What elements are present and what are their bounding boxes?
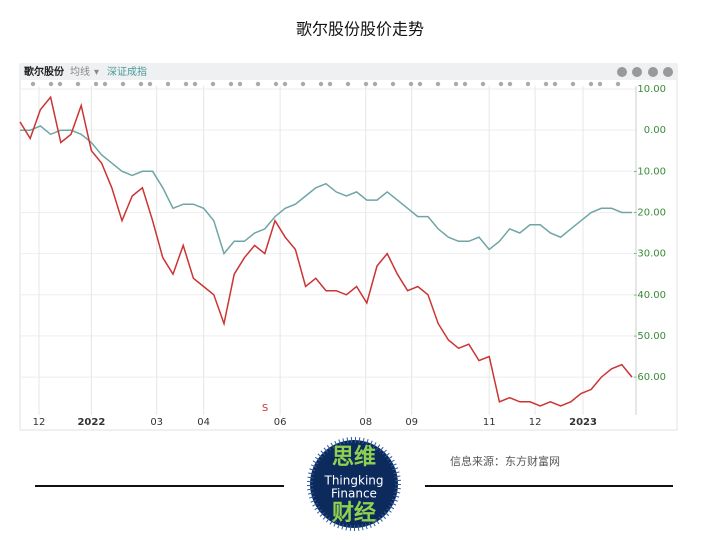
event-dot	[498, 81, 504, 87]
logo-line2: Finance	[331, 487, 377, 501]
series-line	[19, 95, 633, 407]
toolbar	[20, 64, 677, 80]
x-tick-label: 12	[529, 417, 542, 428]
event-dot	[147, 81, 153, 87]
logo-line1: Thingking	[324, 474, 384, 488]
y-tick-label: -30.00	[634, 249, 666, 260]
event-dot	[345, 81, 351, 87]
toolbar-caret[interactable]: ▾	[94, 67, 99, 78]
event-dot	[48, 81, 54, 87]
x-tick-label: 04	[197, 417, 210, 428]
toolbar-stock[interactable]: 歌尔股份	[24, 65, 65, 78]
logo: 思维 Thingking Finance 财经	[307, 437, 401, 531]
x-tick-label: 03	[150, 417, 163, 428]
event-dot	[363, 81, 369, 87]
event-dot	[282, 81, 288, 87]
event-dot	[210, 81, 216, 87]
event-dot	[372, 81, 378, 87]
event-dot	[453, 81, 459, 87]
y-tick-label: 10.00	[637, 84, 666, 95]
event-dot	[435, 81, 441, 87]
y-tick-label: 0.00	[644, 125, 666, 136]
event-dot	[480, 81, 486, 87]
x-tick-label: 08	[359, 417, 372, 428]
source: 信息来源：东方财富网	[450, 454, 560, 468]
event-dot	[570, 81, 576, 87]
toolbar-index[interactable]: 深证成指	[107, 65, 147, 78]
y-tick-label: -40.00	[634, 290, 666, 301]
event-dot	[228, 81, 234, 87]
event-dot	[102, 81, 108, 87]
event-dot	[615, 81, 621, 87]
y-tick-label: -60.00	[634, 372, 666, 383]
event-dot	[255, 81, 261, 87]
y-tick-label: -50.00	[634, 331, 666, 342]
series-line	[20, 125, 632, 256]
x-tick-label: 2023	[569, 417, 597, 428]
plot: 10.00 0.00 -10.00 -20.00 -30.00 -40.00 -50.00 -…	[19, 84, 666, 428]
event-dot	[300, 81, 306, 87]
event-dot	[237, 81, 243, 87]
chart-title: 歌尔股份股价走势	[296, 20, 424, 39]
x-tick-label: 12	[33, 417, 46, 428]
event-dot	[165, 81, 171, 87]
y-tick-label: -10.00	[634, 166, 666, 177]
x-tick-label: 11	[483, 417, 496, 428]
event-dot	[93, 81, 99, 87]
event-dot	[507, 81, 513, 87]
event-dot	[597, 81, 603, 87]
y-tick-label: -20.00	[634, 207, 666, 218]
event-dot	[408, 81, 414, 87]
x-tick-label: 2022	[77, 417, 105, 428]
event-dot	[30, 81, 36, 87]
event-dot	[120, 81, 126, 87]
event-dot	[390, 81, 396, 87]
x-tick-label: 06	[274, 417, 287, 428]
toolbar-buttons[interactable]	[617, 67, 673, 77]
event-dot	[75, 81, 81, 87]
event-dot	[525, 81, 531, 87]
chart-frame	[19, 63, 678, 431]
event-dot	[138, 81, 144, 87]
event-dot	[318, 81, 324, 87]
toolbar-ma[interactable]: 均线	[70, 65, 90, 78]
event-dot	[183, 81, 189, 87]
event-dot	[588, 81, 594, 87]
event-dot	[543, 81, 549, 87]
x-tick-label: 09	[405, 417, 418, 428]
event-dot	[552, 81, 558, 87]
marker-s: S	[262, 403, 268, 414]
event-dot	[57, 81, 63, 87]
event-dot	[192, 81, 198, 87]
event-dot	[327, 81, 333, 87]
event-dot	[417, 81, 423, 87]
logo-top: 思维	[332, 444, 376, 470]
event-dot	[273, 81, 279, 87]
event-dots	[30, 81, 621, 87]
event-dot	[462, 81, 468, 87]
logo-bottom: 财经	[332, 500, 376, 526]
